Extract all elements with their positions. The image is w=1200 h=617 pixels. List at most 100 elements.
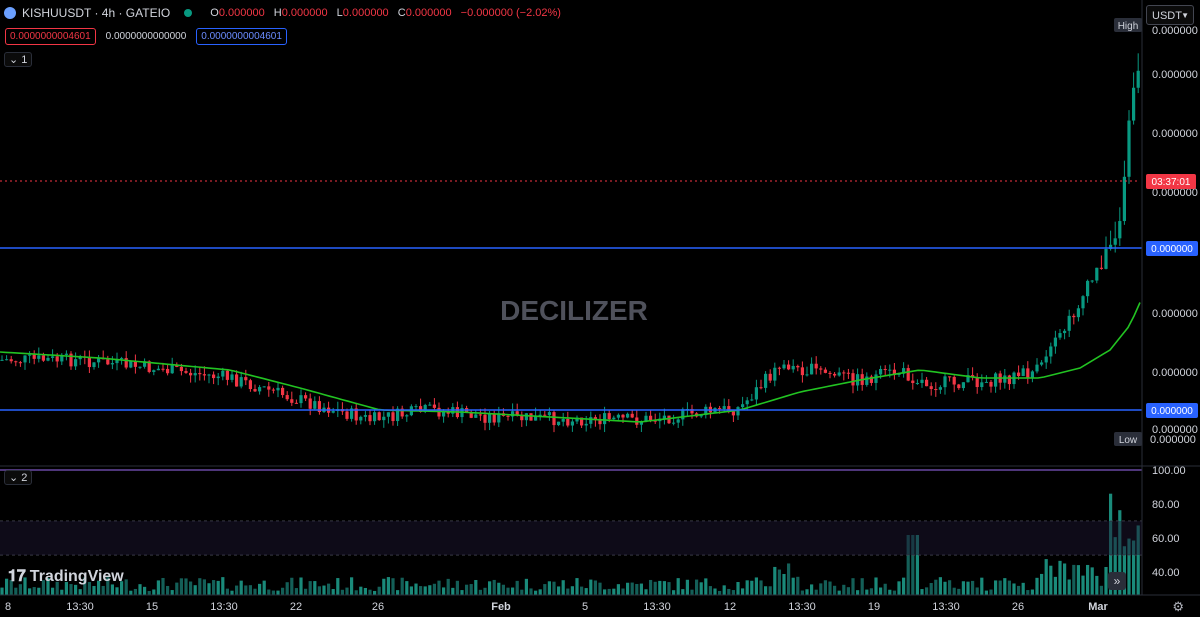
candle-body: [428, 404, 432, 406]
candle-body: [1072, 315, 1076, 318]
candle-body: [363, 415, 367, 417]
candle-body: [69, 353, 73, 367]
candle-body: [823, 369, 827, 373]
candle-body: [193, 373, 197, 376]
candle-body: [184, 371, 188, 373]
candle-body: [906, 368, 910, 381]
candle-body: [764, 373, 768, 388]
volume-bar: [543, 584, 547, 595]
volume-bar: [685, 579, 689, 595]
volume-bar: [1072, 564, 1076, 595]
volume-bar: [966, 581, 970, 595]
volume-bar: [18, 584, 22, 595]
candle-body: [805, 374, 809, 376]
volume-bar: [0, 587, 4, 595]
candle-body: [511, 411, 515, 417]
volume-bar: [975, 587, 979, 595]
time-tick: 13:30: [643, 601, 671, 613]
indicator-value-white[interactable]: 0.0000000000000: [105, 31, 187, 42]
candle-body: [317, 401, 321, 413]
candle-body: [235, 374, 239, 387]
volume-bar: [768, 586, 772, 595]
currency-unit-select[interactable]: USDT ▼: [1146, 5, 1194, 25]
volume-bar: [465, 584, 469, 595]
price-tick: 0.000000: [1152, 308, 1198, 320]
volume-bar: [483, 587, 487, 595]
volume-bar: [704, 578, 708, 595]
volume-bar: [106, 577, 110, 595]
candle-body: [759, 387, 763, 389]
indicator-value-red[interactable]: 0.0000000004601: [5, 28, 96, 45]
pane-2-collapse-button[interactable]: ⌄ 2: [4, 470, 33, 485]
candle-body: [248, 380, 252, 390]
candle-body: [902, 368, 906, 374]
candle-body: [957, 384, 961, 389]
candle-body: [170, 364, 174, 374]
volume-bar: [350, 577, 354, 595]
candle-body: [350, 408, 354, 419]
volume-bar: [570, 586, 574, 595]
candle-body: [570, 421, 574, 426]
svg-text:0.000000: 0.000000: [1151, 406, 1193, 417]
candle-body: [400, 408, 404, 417]
time-tick: Feb: [491, 601, 511, 613]
candle-body: [198, 373, 202, 375]
candle-body: [373, 412, 377, 422]
volume-bar: [115, 587, 119, 595]
candle-body: [202, 374, 206, 376]
candle-body: [994, 373, 998, 387]
volume-bar: [681, 589, 685, 595]
volume-bar: [340, 589, 344, 595]
volume-bar: [603, 589, 607, 595]
volume-bar: [745, 580, 749, 595]
candle-body: [23, 355, 27, 363]
volume-bar: [846, 587, 850, 595]
volume-bar: [455, 580, 459, 595]
volume-bar: [520, 589, 524, 595]
candle-body: [1003, 375, 1007, 383]
volume-bar: [557, 586, 561, 595]
low-value: 0.000000: [1150, 434, 1196, 446]
candle-body: [612, 417, 616, 420]
pane-1-collapse-button[interactable]: ⌄ 1: [4, 52, 33, 67]
candle-body: [874, 374, 878, 383]
candle-body: [741, 404, 745, 408]
volume-bar: [1113, 537, 1117, 595]
symbol-title[interactable]: KISHUUSDT · 4h · GATEIO: [22, 6, 171, 20]
volume-bar: [952, 587, 956, 595]
candle-body: [41, 355, 45, 361]
volume-bar: [304, 588, 308, 595]
candle-body: [952, 376, 956, 385]
candle-body: [750, 399, 754, 401]
volume-bar: [773, 566, 777, 595]
indicator-value-blue[interactable]: 0.0000000004601: [196, 28, 287, 45]
volume-bar: [699, 582, 703, 595]
volume-bar: [216, 580, 220, 595]
candle-body: [1109, 244, 1113, 249]
time-tick: 13:30: [210, 601, 238, 613]
candle-body: [819, 368, 823, 370]
volume-bar: [727, 588, 731, 595]
volume-bar: [1081, 575, 1085, 595]
candle-body: [1049, 346, 1053, 357]
candle-body: [239, 377, 243, 387]
settings-gear-icon[interactable]: ⚙: [1172, 599, 1184, 614]
volume-bar: [754, 577, 758, 595]
time-tick: 13:30: [932, 601, 960, 613]
candle-body: [649, 415, 653, 421]
volume-bar: [934, 579, 938, 595]
volume-bar: [653, 581, 657, 595]
volume-bar: [690, 589, 694, 595]
scroll-to-latest-button[interactable]: »: [1108, 572, 1126, 590]
candle-body: [603, 413, 607, 425]
volume-bar: [911, 535, 915, 595]
volume-bar: [64, 581, 68, 595]
candle-body: [524, 413, 528, 421]
volume-bar: [198, 578, 202, 595]
price-tick: 0.000000: [1152, 69, 1198, 81]
volume-bar: [906, 535, 910, 595]
candle-body: [566, 418, 570, 426]
symbol-header: KISHUUSDT · 4h · GATEIO O0.000000 H0.000…: [4, 6, 561, 20]
ohlc-values: O0.000000 H0.000000 L0.000000 C0.000000 …: [204, 7, 561, 19]
